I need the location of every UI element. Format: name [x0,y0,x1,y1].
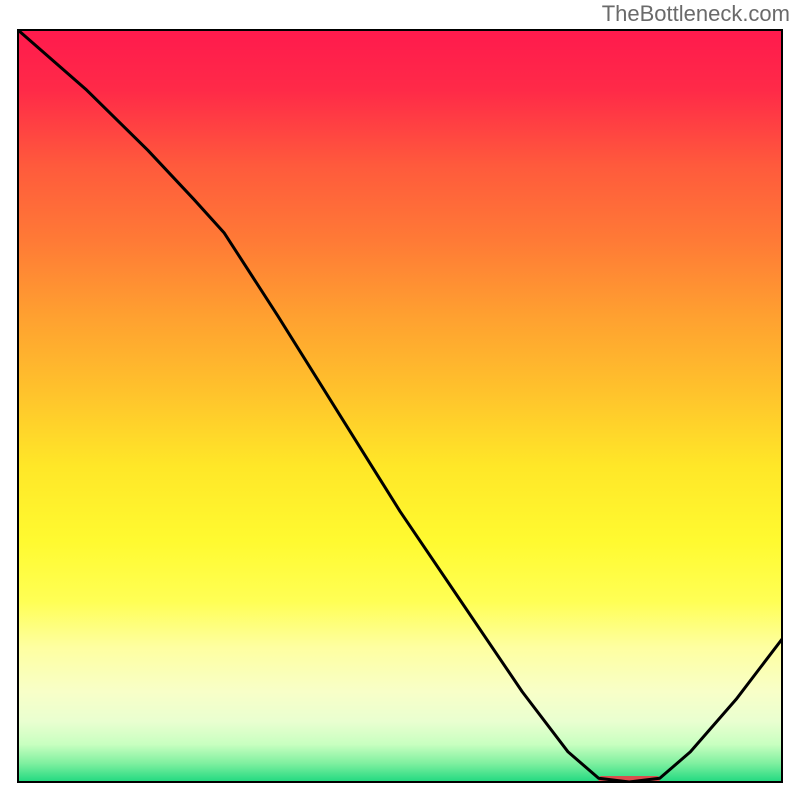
watermark-text: TheBottleneck.com [602,1,790,27]
bottleneck-chart [0,0,800,800]
chart-background [18,30,782,782]
